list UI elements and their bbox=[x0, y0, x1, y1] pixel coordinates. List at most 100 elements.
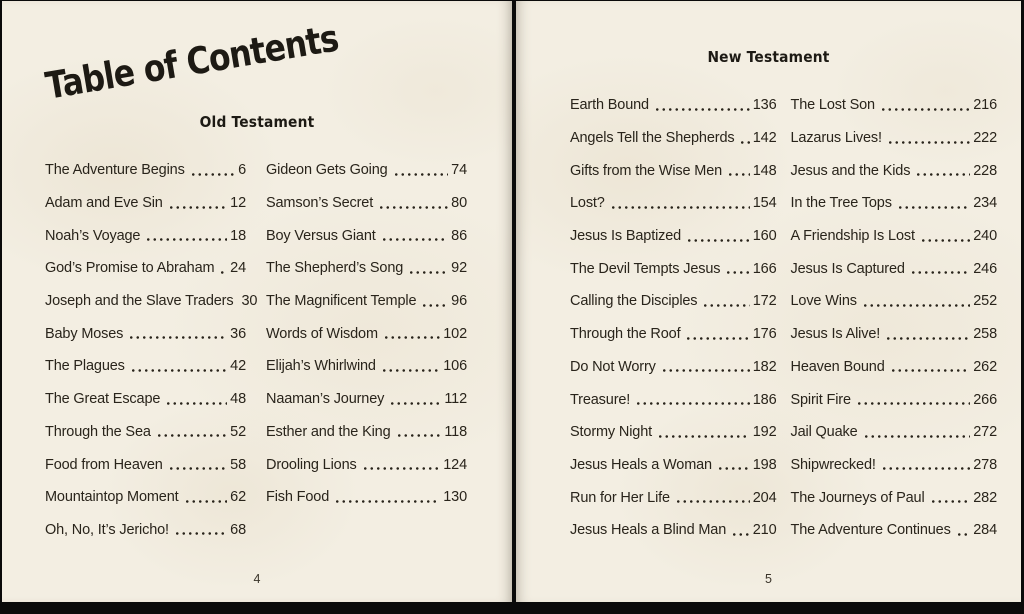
toc-entry: Jesus Heals a Blind Man 210 bbox=[570, 514, 777, 547]
entry-page-number: 142 bbox=[752, 130, 777, 147]
dot-leader bbox=[183, 499, 228, 503]
dot-leader bbox=[392, 172, 449, 176]
entry-title: Earth Bound bbox=[570, 97, 649, 114]
toc-entry: Through the Sea 52 bbox=[45, 416, 246, 449]
entry-title: Lost? bbox=[570, 195, 605, 212]
entry-page-number: 266 bbox=[973, 391, 997, 408]
entry-page-number: 24 bbox=[230, 260, 246, 277]
entry-page-number: 6 bbox=[238, 162, 246, 179]
dot-leader bbox=[880, 467, 971, 471]
toc-entry: Run for Her Life 204 bbox=[570, 481, 777, 514]
entry-title: Mountaintop Moment bbox=[45, 489, 179, 506]
toc-columns-right: Earth Bound 136 Angels Tell the Shepherd… bbox=[570, 89, 997, 547]
dot-leader bbox=[886, 140, 971, 144]
dot-leader bbox=[725, 271, 750, 275]
entry-title: Boy Versus Giant bbox=[266, 227, 376, 244]
dot-leader bbox=[731, 532, 750, 536]
entry-page-number: 166 bbox=[752, 260, 777, 277]
entry-page-number: 172 bbox=[752, 293, 777, 310]
dot-leader bbox=[128, 336, 228, 340]
dot-leader bbox=[739, 140, 750, 144]
dot-leader bbox=[378, 205, 449, 209]
entry-title: Shipwrecked! bbox=[790, 456, 876, 473]
entry-title: Samson’s Secret bbox=[266, 195, 374, 212]
dot-leader bbox=[716, 467, 750, 471]
toc-entry: The Shepherd’s Song 92 bbox=[266, 252, 467, 285]
entry-page-number: 278 bbox=[973, 456, 997, 473]
entry-page-number: 282 bbox=[973, 489, 997, 506]
toc-columns-left: The Adventure Begins 6 Adam and Eve Sin … bbox=[45, 154, 467, 546]
entry-page-number: 58 bbox=[230, 456, 246, 473]
toc-entry: The Adventure Continues 284 bbox=[791, 514, 998, 547]
entry-title: Gideon Gets Going bbox=[266, 162, 388, 179]
toc-entry: Jesus Is Captured 246 bbox=[791, 252, 998, 285]
page-left: Table of Contents Old Testament The Adve… bbox=[2, 1, 512, 602]
entry-page-number: 92 bbox=[451, 260, 467, 277]
entry-title: Jesus Is Captured bbox=[790, 260, 905, 277]
entry-title: Fish Food bbox=[266, 489, 330, 506]
entry-page-number: 42 bbox=[230, 358, 246, 375]
dot-leader bbox=[896, 205, 971, 209]
toc-entry: Adam and Eve Sin 12 bbox=[45, 187, 246, 220]
entry-title: Oh, No, It’s Jericho! bbox=[45, 521, 169, 538]
entry-title: Esther and the King bbox=[266, 423, 391, 440]
entry-title: Jail Quake bbox=[790, 424, 858, 441]
dot-leader bbox=[167, 205, 228, 209]
toc-entry: A Friendship Is Lost 240 bbox=[791, 220, 998, 253]
entry-title: Jesus Is Baptized bbox=[570, 228, 682, 245]
dot-leader bbox=[889, 369, 971, 373]
toc-entry: Heaven Bound 262 bbox=[791, 351, 998, 384]
entry-page-number: 182 bbox=[752, 358, 777, 375]
entry-page-number: 234 bbox=[973, 195, 997, 212]
entry-title: The Shepherd’s Song bbox=[266, 260, 404, 277]
dot-leader bbox=[380, 238, 449, 242]
entry-page-number: 86 bbox=[451, 227, 467, 244]
dot-leader bbox=[657, 434, 750, 438]
entry-title: Through the Sea bbox=[45, 423, 151, 440]
toc-entry: Spirit Fire 266 bbox=[791, 383, 998, 416]
toc-entry: Oh, No, It’s Jericho! 68 bbox=[45, 514, 246, 547]
toc-entry: Through the Roof 176 bbox=[570, 318, 777, 351]
entry-page-number: 36 bbox=[230, 325, 246, 342]
entry-title: Spirit Fire bbox=[790, 391, 852, 408]
folio-left: 4 bbox=[253, 572, 261, 586]
dot-leader bbox=[635, 402, 750, 406]
dot-leader bbox=[189, 172, 236, 176]
entry-page-number: 192 bbox=[752, 424, 777, 441]
dot-leader bbox=[909, 271, 971, 275]
toc-entry: Love Wins 252 bbox=[791, 285, 998, 318]
entry-title: Jesus Heals a Woman bbox=[570, 456, 712, 473]
toc-column: The Adventure Begins 6 Adam and Eve Sin … bbox=[45, 154, 257, 547]
entry-page-number: 124 bbox=[443, 456, 467, 473]
entry-page-number: 48 bbox=[230, 391, 246, 408]
entry-page-number: 148 bbox=[752, 162, 777, 179]
section-heading-old-testament: Old Testament bbox=[199, 113, 315, 131]
entry-page-number: 30 bbox=[241, 293, 258, 310]
entry-title: Noah’s Voyage bbox=[45, 227, 141, 244]
toc-entry: Drooling Lions 124 bbox=[266, 448, 467, 481]
toc-entry: Food from Heaven 58 bbox=[45, 448, 246, 481]
entry-page-number: 106 bbox=[443, 358, 467, 375]
dot-leader bbox=[885, 336, 971, 340]
toc-entry: Esther and the King 118 bbox=[266, 416, 467, 449]
dot-leader bbox=[361, 467, 441, 471]
entry-title: Words of Wisdom bbox=[266, 325, 378, 342]
dot-leader bbox=[674, 500, 750, 504]
entry-title: A Friendship Is Lost bbox=[790, 228, 915, 245]
entry-page-number: 258 bbox=[973, 326, 997, 343]
dot-leader bbox=[380, 368, 441, 372]
toc-entry: Jesus Is Alive! 258 bbox=[791, 318, 998, 351]
entry-title: The Adventure Continues bbox=[790, 522, 951, 539]
entry-page-number: 216 bbox=[973, 97, 997, 114]
toc-entry: Jesus Heals a Woman 198 bbox=[570, 449, 777, 482]
entry-title: Love Wins bbox=[790, 293, 857, 310]
toc-entry: Lazarus Lives! 222 bbox=[791, 122, 998, 155]
toc-entry: Jail Quake 272 bbox=[791, 416, 998, 449]
dot-leader bbox=[155, 434, 228, 438]
entry-page-number: 12 bbox=[230, 195, 246, 212]
dot-leader bbox=[653, 107, 750, 111]
dot-leader bbox=[334, 499, 441, 503]
toc-entry: Stormy Night 192 bbox=[570, 416, 777, 449]
entry-title: Jesus Is Alive! bbox=[790, 326, 881, 343]
entry-title: Stormy Night bbox=[570, 424, 652, 441]
